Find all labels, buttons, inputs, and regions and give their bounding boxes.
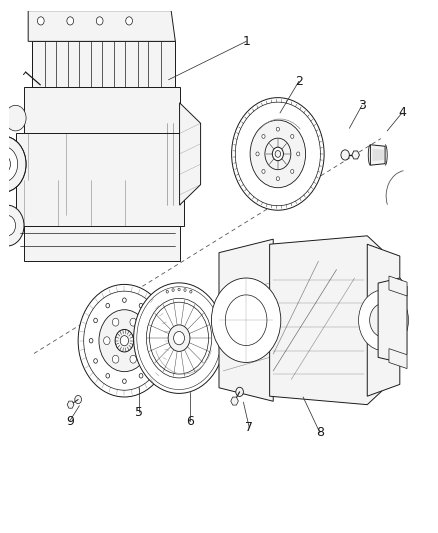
Polygon shape bbox=[32, 42, 175, 87]
Text: 6: 6 bbox=[186, 415, 194, 427]
Polygon shape bbox=[389, 349, 407, 369]
Text: 4: 4 bbox=[398, 107, 406, 119]
Circle shape bbox=[250, 120, 306, 188]
Circle shape bbox=[139, 303, 143, 308]
Polygon shape bbox=[367, 244, 400, 396]
Circle shape bbox=[0, 155, 11, 173]
Circle shape bbox=[262, 169, 265, 173]
Circle shape bbox=[156, 338, 159, 343]
Circle shape bbox=[262, 134, 265, 139]
Circle shape bbox=[297, 152, 300, 156]
Circle shape bbox=[212, 278, 281, 362]
Circle shape bbox=[123, 379, 126, 383]
Circle shape bbox=[130, 356, 136, 363]
Circle shape bbox=[103, 337, 110, 345]
Circle shape bbox=[370, 303, 397, 337]
Polygon shape bbox=[180, 103, 201, 205]
Circle shape bbox=[178, 288, 180, 291]
Circle shape bbox=[265, 138, 291, 169]
Text: 2: 2 bbox=[295, 75, 303, 88]
Circle shape bbox=[126, 17, 132, 25]
Circle shape bbox=[276, 177, 279, 181]
Circle shape bbox=[75, 395, 81, 403]
Circle shape bbox=[152, 359, 155, 363]
Circle shape bbox=[5, 106, 26, 131]
Circle shape bbox=[172, 289, 174, 292]
Text: 1: 1 bbox=[242, 35, 250, 48]
Circle shape bbox=[89, 338, 93, 343]
Circle shape bbox=[276, 127, 279, 131]
Circle shape bbox=[0, 146, 18, 182]
Circle shape bbox=[166, 290, 168, 293]
Circle shape bbox=[0, 215, 16, 236]
Circle shape bbox=[184, 289, 186, 292]
Circle shape bbox=[291, 134, 294, 139]
Polygon shape bbox=[28, 11, 175, 42]
Polygon shape bbox=[378, 278, 407, 362]
Circle shape bbox=[341, 150, 350, 160]
Circle shape bbox=[67, 17, 74, 25]
Circle shape bbox=[113, 318, 119, 326]
Circle shape bbox=[152, 318, 155, 322]
Polygon shape bbox=[371, 145, 385, 165]
Circle shape bbox=[120, 336, 129, 346]
Circle shape bbox=[96, 17, 103, 25]
Polygon shape bbox=[219, 239, 273, 401]
Polygon shape bbox=[16, 133, 184, 225]
Polygon shape bbox=[372, 149, 384, 161]
Circle shape bbox=[139, 337, 145, 345]
Circle shape bbox=[78, 285, 171, 397]
Circle shape bbox=[168, 325, 190, 351]
Polygon shape bbox=[270, 236, 382, 405]
Text: 5: 5 bbox=[135, 406, 143, 419]
Circle shape bbox=[236, 387, 244, 397]
Polygon shape bbox=[389, 276, 407, 296]
Circle shape bbox=[173, 332, 184, 345]
Circle shape bbox=[190, 290, 192, 293]
Circle shape bbox=[94, 318, 97, 322]
Circle shape bbox=[106, 374, 110, 378]
Text: 8: 8 bbox=[316, 426, 324, 439]
Circle shape bbox=[37, 17, 44, 25]
Polygon shape bbox=[231, 397, 238, 405]
Circle shape bbox=[359, 290, 409, 351]
Circle shape bbox=[0, 136, 26, 192]
Circle shape bbox=[272, 147, 283, 160]
Circle shape bbox=[106, 303, 110, 308]
Circle shape bbox=[113, 356, 119, 363]
Circle shape bbox=[99, 310, 150, 372]
Polygon shape bbox=[24, 87, 180, 133]
Polygon shape bbox=[352, 151, 360, 159]
Circle shape bbox=[256, 152, 259, 156]
Text: 9: 9 bbox=[66, 415, 74, 427]
Circle shape bbox=[232, 98, 324, 210]
Circle shape bbox=[0, 205, 24, 246]
Text: 3: 3 bbox=[358, 99, 366, 112]
Circle shape bbox=[115, 329, 134, 352]
Circle shape bbox=[94, 359, 97, 363]
Circle shape bbox=[123, 298, 126, 302]
Polygon shape bbox=[24, 225, 180, 261]
Circle shape bbox=[134, 283, 224, 393]
Circle shape bbox=[130, 318, 136, 326]
Text: 7: 7 bbox=[245, 421, 253, 434]
Polygon shape bbox=[67, 401, 74, 408]
Circle shape bbox=[291, 169, 294, 173]
Circle shape bbox=[139, 374, 143, 378]
Circle shape bbox=[275, 150, 281, 157]
